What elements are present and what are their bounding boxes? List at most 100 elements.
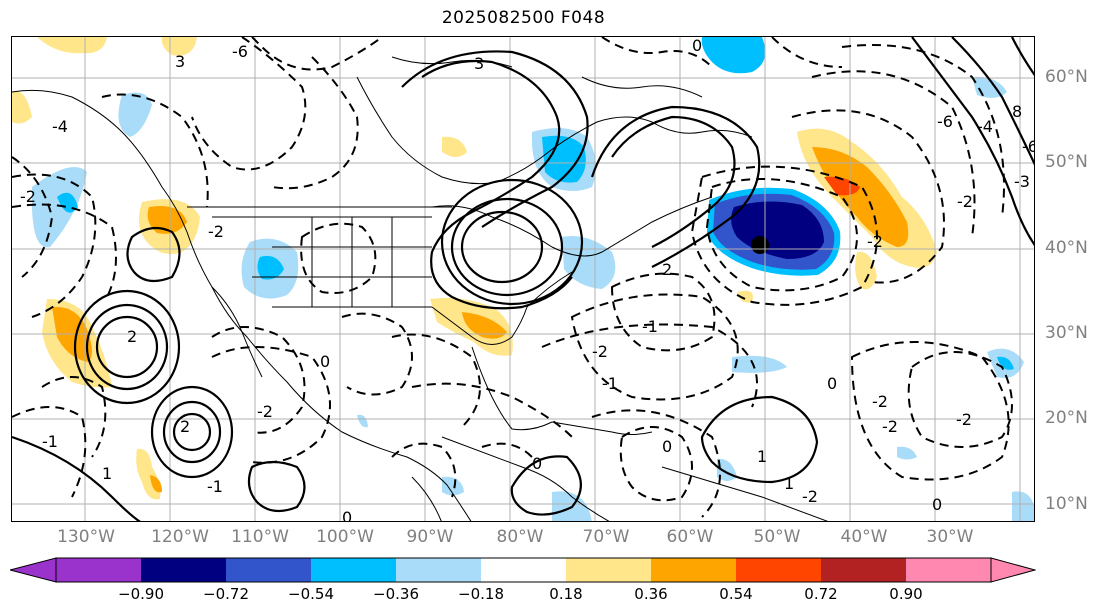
shade-patch: [462, 312, 507, 339]
shade-patch: [701, 37, 766, 74]
colorbar: [10, 557, 1036, 583]
lon-label: 80°W: [496, 527, 544, 547]
contour-label: 2: [127, 327, 137, 346]
shade-patch: [136, 448, 161, 500]
colorbar-bin: [481, 558, 566, 582]
contour-label: -6: [232, 42, 248, 61]
contour-label: 8: [1012, 102, 1022, 121]
contour-label: -1: [602, 374, 618, 393]
colorbar-tick: −0.36: [373, 585, 419, 603]
colorbar-bin: [396, 558, 481, 582]
lon-label: 30°W: [926, 527, 974, 547]
contour-label: -2: [802, 487, 818, 506]
shade-patch: [12, 91, 32, 124]
contour-label: 0: [692, 37, 702, 55]
colorbar-extend-min: [10, 557, 57, 583]
lon-label: 40°W: [840, 527, 888, 547]
contour-label: -2: [872, 392, 888, 411]
lon-label: 100°W: [316, 527, 374, 547]
shade-patch: [824, 176, 860, 196]
shade-patch: [161, 37, 197, 56]
colorbar-bin: [311, 558, 396, 582]
contour-label: -1: [42, 432, 58, 451]
shade-patch: [118, 92, 152, 137]
contour-label: 1: [102, 464, 112, 483]
shade-patch: [442, 136, 467, 157]
colorbar-tick: −0.54: [288, 585, 334, 603]
colorbar-tick: 0.54: [719, 585, 753, 603]
lon-label: 120°W: [151, 527, 209, 547]
colorbar-tick: 0.36: [634, 585, 668, 603]
contour-label: 0: [320, 352, 330, 371]
lon-label: 130°W: [57, 527, 115, 547]
contour-label: 2: [180, 417, 190, 436]
lat-label: 50°N: [1045, 152, 1088, 172]
contour-label: 3: [175, 52, 185, 71]
lon-label: 90°W: [406, 527, 454, 547]
contour-label: 0: [662, 437, 672, 456]
contours: [12, 37, 1034, 521]
lat-label: 20°N: [1045, 408, 1088, 428]
lon-label: 110°W: [231, 527, 289, 547]
contour-label: -3: [1014, 172, 1030, 191]
shade-patch: [31, 167, 87, 248]
colorbar-tick: 0.90: [889, 585, 923, 603]
colorbar-bin: [226, 558, 311, 582]
contour-label: -2: [882, 417, 898, 436]
colorbar-bin: [56, 558, 141, 582]
contour-label: -4: [977, 117, 993, 136]
map-panel[interactable]: -6 3 3 -4 -2 -2 2 -2 -1 2 1 -1 -2 0 0 0 …: [11, 36, 1035, 522]
lon-label: 70°W: [582, 527, 630, 547]
contour-label: -6: [937, 112, 953, 131]
shade-patch: [37, 37, 107, 54]
contour-label: 2: [662, 260, 672, 279]
shade-patch: [897, 446, 917, 460]
map-canvas: -6 3 3 -4 -2 -2 2 -2 -1 2 1 -1 -2 0 0 0 …: [12, 37, 1035, 522]
lon-label: 50°W: [753, 527, 801, 547]
contour-label: -2: [20, 187, 36, 206]
shade-patch: [542, 135, 586, 183]
lat-label: 30°N: [1045, 323, 1088, 343]
map-title: 2025082500 F048: [441, 8, 606, 28]
colorbar-bin: [651, 558, 736, 582]
contour-label: 1: [757, 447, 767, 466]
contour-label: 3: [474, 54, 484, 73]
contour-label: -1: [642, 317, 658, 336]
shade-patch: [997, 356, 1014, 370]
contour-label: 0: [827, 374, 837, 393]
lat-label: 40°N: [1045, 238, 1088, 258]
shade-patch: [147, 206, 187, 234]
contour-label: -6: [1022, 137, 1035, 156]
lon-label: 60°W: [666, 527, 714, 547]
colorbar-bin: [906, 558, 991, 582]
graticule: [12, 37, 1034, 521]
shade-patch: [706, 187, 841, 276]
contour-label: -2: [592, 342, 608, 361]
contour-label: -2: [957, 192, 973, 211]
colorbar-tick: −0.90: [118, 585, 164, 603]
shade-patch: [357, 414, 368, 428]
contour-label: 1: [784, 474, 794, 493]
contour-label: 0: [932, 495, 942, 514]
colorbar-tick: −0.72: [203, 585, 249, 603]
lat-label: 60°N: [1045, 67, 1088, 87]
shade-patch: [442, 476, 464, 496]
colorbar-tick: 0.72: [804, 585, 838, 603]
shade-patch: [150, 475, 162, 493]
shade-patch: [751, 236, 769, 254]
contour-label: 0: [342, 508, 352, 522]
contour-label: -2: [208, 222, 224, 241]
colorbar-bin: [141, 558, 226, 582]
shade-patch: [812, 147, 909, 247]
contour-label: -2: [257, 402, 273, 421]
colorbar-bin: [821, 558, 906, 582]
contour-label: -1: [207, 477, 223, 496]
colorbar-bin: [566, 558, 651, 582]
shade-patch: [732, 355, 787, 373]
contour-label: -2: [956, 410, 972, 429]
shade-patch: [257, 255, 284, 280]
colorbar-extend-max: [990, 557, 1036, 583]
lat-label: 10°N: [1045, 494, 1088, 514]
shade-patch: [1012, 491, 1034, 521]
contour-label: 0: [532, 454, 542, 473]
